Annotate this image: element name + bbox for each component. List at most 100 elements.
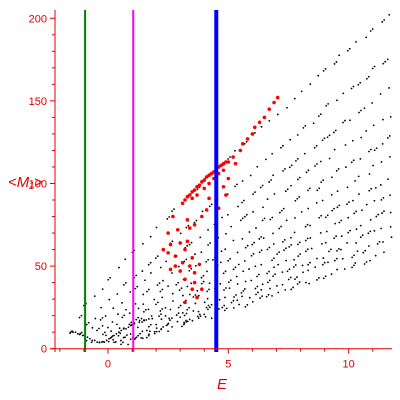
data-point bbox=[272, 232, 274, 235]
data-point bbox=[121, 316, 124, 319]
data-point bbox=[268, 119, 271, 122]
data-point bbox=[202, 186, 207, 191]
data-point bbox=[294, 278, 296, 281]
data-point bbox=[190, 241, 193, 244]
data-point bbox=[355, 242, 358, 244]
data-point bbox=[313, 146, 316, 149]
data-point bbox=[85, 339, 88, 342]
data-point bbox=[337, 167, 340, 170]
data-point bbox=[234, 185, 236, 188]
data-point bbox=[324, 216, 327, 219]
data-point bbox=[274, 273, 276, 276]
data-point bbox=[256, 285, 259, 288]
data-point bbox=[229, 156, 231, 158]
data-point bbox=[317, 277, 320, 279]
data-point bbox=[241, 217, 244, 220]
data-point bbox=[332, 131, 335, 134]
data-point bbox=[379, 184, 382, 186]
data-point bbox=[129, 333, 132, 335]
data-point bbox=[185, 226, 188, 229]
data-point bbox=[190, 196, 195, 201]
data-point bbox=[273, 193, 276, 195]
data-point bbox=[302, 271, 304, 274]
data-point bbox=[335, 235, 338, 238]
data-point bbox=[312, 122, 315, 125]
data-point bbox=[310, 247, 313, 250]
data-point bbox=[389, 226, 392, 228]
data-point bbox=[219, 261, 222, 264]
data-point bbox=[116, 293, 119, 295]
data-point bbox=[120, 343, 122, 346]
data-point bbox=[224, 296, 226, 299]
data-point bbox=[194, 253, 196, 256]
data-point bbox=[238, 303, 240, 306]
data-point bbox=[230, 225, 233, 228]
data-point bbox=[120, 339, 122, 342]
data-point bbox=[164, 315, 167, 317]
data-point bbox=[246, 303, 249, 306]
data-point bbox=[374, 187, 377, 189]
data-point bbox=[281, 283, 284, 286]
data-point bbox=[367, 232, 370, 235]
data-point bbox=[155, 327, 158, 330]
data-point bbox=[223, 304, 226, 307]
data-point bbox=[287, 278, 290, 281]
data-point bbox=[166, 251, 170, 255]
data-point bbox=[192, 296, 195, 298]
data-point bbox=[221, 168, 226, 173]
data-point bbox=[326, 214, 329, 217]
data-point bbox=[141, 330, 144, 333]
data-point bbox=[268, 279, 271, 282]
data-point bbox=[331, 176, 333, 179]
data-point bbox=[101, 316, 104, 319]
data-point bbox=[78, 316, 81, 319]
data-point bbox=[194, 302, 197, 305]
data-point bbox=[245, 213, 248, 216]
data-point bbox=[202, 280, 205, 283]
data-point bbox=[323, 137, 326, 140]
data-point bbox=[388, 14, 391, 16]
data-point bbox=[111, 335, 114, 337]
data-point bbox=[269, 218, 272, 221]
data-point bbox=[229, 279, 232, 282]
data-point bbox=[260, 249, 263, 252]
data-point bbox=[134, 302, 137, 305]
data-point bbox=[254, 191, 256, 194]
data-point bbox=[295, 159, 297, 162]
vertical-marker-lines bbox=[84, 10, 219, 352]
data-point bbox=[375, 215, 378, 218]
data-point bbox=[167, 330, 169, 333]
data-point bbox=[195, 295, 199, 300]
data-point bbox=[151, 317, 154, 320]
data-point bbox=[261, 184, 264, 187]
data-point bbox=[380, 227, 382, 230]
data-point bbox=[85, 323, 88, 326]
data-point bbox=[105, 334, 107, 337]
data-point bbox=[298, 196, 301, 198]
data-point bbox=[198, 186, 201, 189]
data-point bbox=[249, 174, 252, 177]
data-point bbox=[169, 319, 171, 322]
data-point bbox=[183, 323, 186, 325]
data-point bbox=[314, 165, 316, 167]
data-point bbox=[103, 341, 106, 343]
data-point bbox=[241, 180, 244, 182]
data-point bbox=[254, 265, 257, 268]
data-point bbox=[168, 317, 170, 320]
data-point bbox=[186, 285, 189, 288]
data-point bbox=[344, 119, 346, 122]
data-point bbox=[296, 197, 299, 200]
data-point bbox=[168, 242, 173, 247]
data-point bbox=[199, 315, 202, 318]
data-point bbox=[262, 206, 264, 209]
data-point bbox=[321, 139, 324, 142]
data-point bbox=[336, 99, 338, 102]
data-point bbox=[148, 330, 151, 333]
data-point bbox=[262, 237, 265, 240]
data-point bbox=[223, 289, 225, 291]
data-point bbox=[108, 337, 111, 340]
data-point bbox=[241, 237, 244, 240]
data-point bbox=[155, 226, 158, 229]
data-point bbox=[363, 107, 366, 110]
data-point bbox=[167, 285, 169, 288]
